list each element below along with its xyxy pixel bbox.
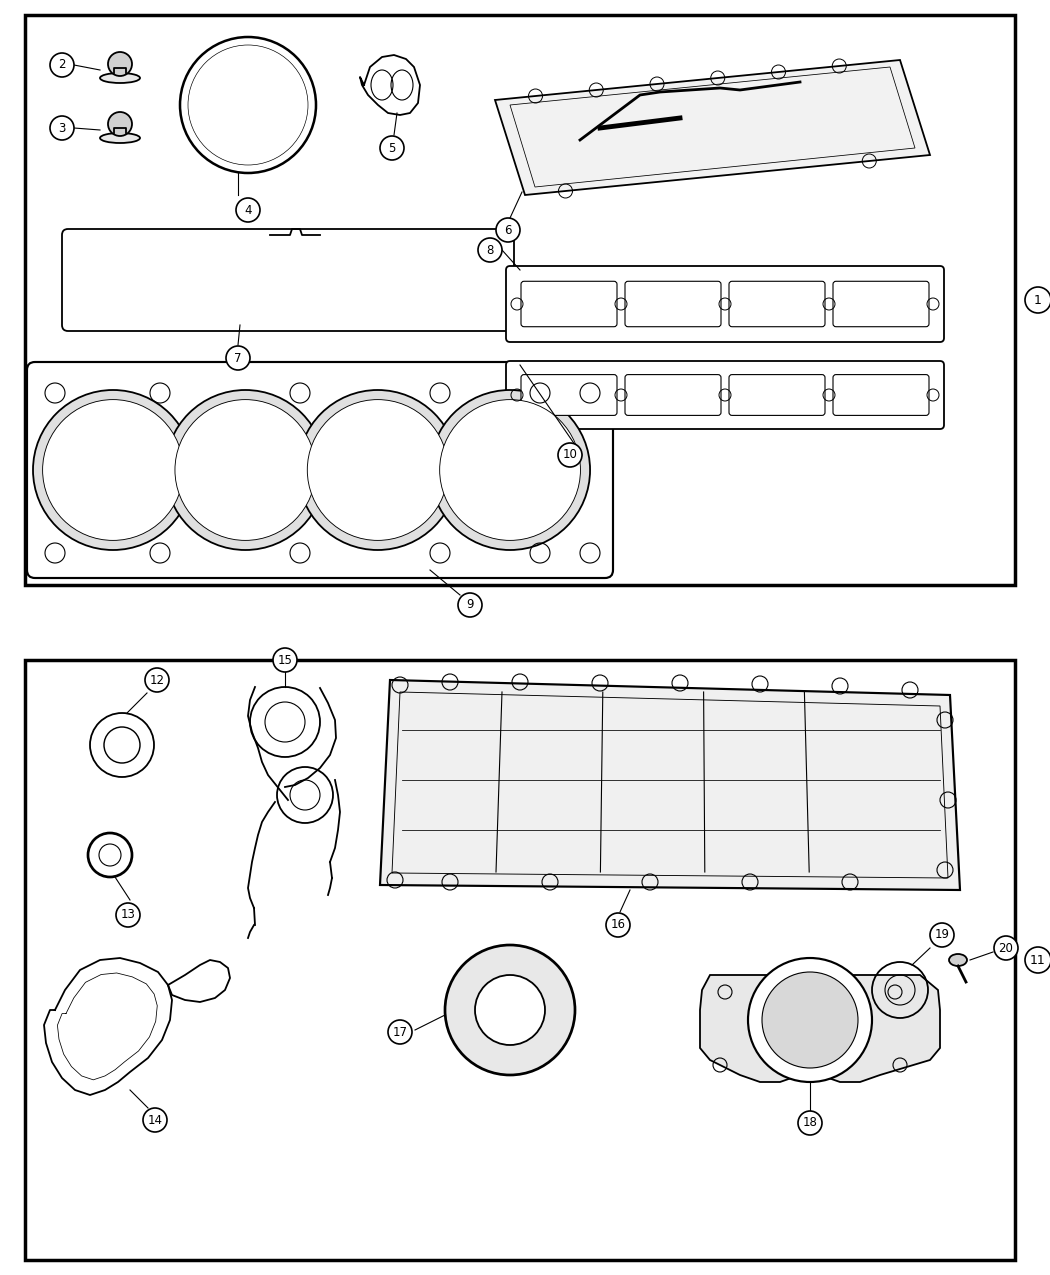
FancyBboxPatch shape <box>729 375 825 416</box>
Circle shape <box>558 442 582 467</box>
Circle shape <box>43 399 184 541</box>
Circle shape <box>496 218 520 242</box>
FancyBboxPatch shape <box>521 375 617 416</box>
Circle shape <box>50 54 74 76</box>
Ellipse shape <box>949 954 967 966</box>
Text: 17: 17 <box>393 1025 407 1039</box>
Text: 18: 18 <box>802 1117 818 1130</box>
Text: 10: 10 <box>563 449 578 462</box>
Circle shape <box>1025 287 1050 312</box>
Circle shape <box>226 346 250 370</box>
Circle shape <box>145 668 169 692</box>
Text: 13: 13 <box>121 909 135 922</box>
Circle shape <box>475 975 545 1046</box>
FancyBboxPatch shape <box>833 282 929 326</box>
Circle shape <box>748 958 871 1082</box>
Ellipse shape <box>100 133 140 143</box>
Circle shape <box>606 913 630 937</box>
Circle shape <box>445 945 575 1075</box>
Polygon shape <box>495 60 930 195</box>
Text: 14: 14 <box>147 1113 163 1127</box>
Circle shape <box>930 923 954 947</box>
Text: 3: 3 <box>59 121 66 134</box>
Text: 6: 6 <box>504 223 511 236</box>
Text: 8: 8 <box>486 244 494 256</box>
Circle shape <box>33 390 193 550</box>
Circle shape <box>50 116 74 140</box>
Circle shape <box>430 390 590 550</box>
Circle shape <box>994 936 1018 960</box>
Circle shape <box>175 399 316 541</box>
Circle shape <box>108 52 132 76</box>
Text: 7: 7 <box>234 352 242 365</box>
Circle shape <box>298 390 458 550</box>
Circle shape <box>116 903 140 927</box>
FancyBboxPatch shape <box>27 362 613 578</box>
Circle shape <box>143 1108 167 1132</box>
Text: 16: 16 <box>610 918 626 932</box>
FancyBboxPatch shape <box>521 282 617 326</box>
Circle shape <box>108 112 132 136</box>
Text: 2: 2 <box>58 59 66 71</box>
Circle shape <box>273 648 297 672</box>
Text: 5: 5 <box>388 142 396 154</box>
FancyBboxPatch shape <box>625 282 721 326</box>
Ellipse shape <box>100 73 140 83</box>
Text: 20: 20 <box>999 941 1013 955</box>
Circle shape <box>380 136 404 159</box>
Polygon shape <box>700 975 940 1082</box>
Text: 11: 11 <box>1030 954 1046 966</box>
Circle shape <box>1025 947 1050 973</box>
Polygon shape <box>380 680 960 890</box>
Text: 19: 19 <box>934 928 949 941</box>
Text: 15: 15 <box>277 654 293 667</box>
FancyBboxPatch shape <box>62 230 514 332</box>
Circle shape <box>308 399 448 541</box>
FancyBboxPatch shape <box>625 375 721 416</box>
Text: 4: 4 <box>245 204 252 217</box>
FancyBboxPatch shape <box>833 375 929 416</box>
Circle shape <box>236 198 260 222</box>
FancyBboxPatch shape <box>729 282 825 326</box>
Text: 12: 12 <box>149 673 165 686</box>
Bar <box>25 15 1015 585</box>
Circle shape <box>798 1111 822 1135</box>
Circle shape <box>478 238 502 261</box>
FancyBboxPatch shape <box>506 361 944 428</box>
FancyBboxPatch shape <box>506 266 944 342</box>
Bar <box>25 660 1015 1260</box>
Circle shape <box>440 399 581 541</box>
Text: 9: 9 <box>466 598 474 612</box>
Circle shape <box>388 1020 412 1044</box>
Circle shape <box>165 390 326 550</box>
Circle shape <box>762 972 858 1068</box>
Circle shape <box>458 593 482 617</box>
Text: 1: 1 <box>1034 293 1042 306</box>
